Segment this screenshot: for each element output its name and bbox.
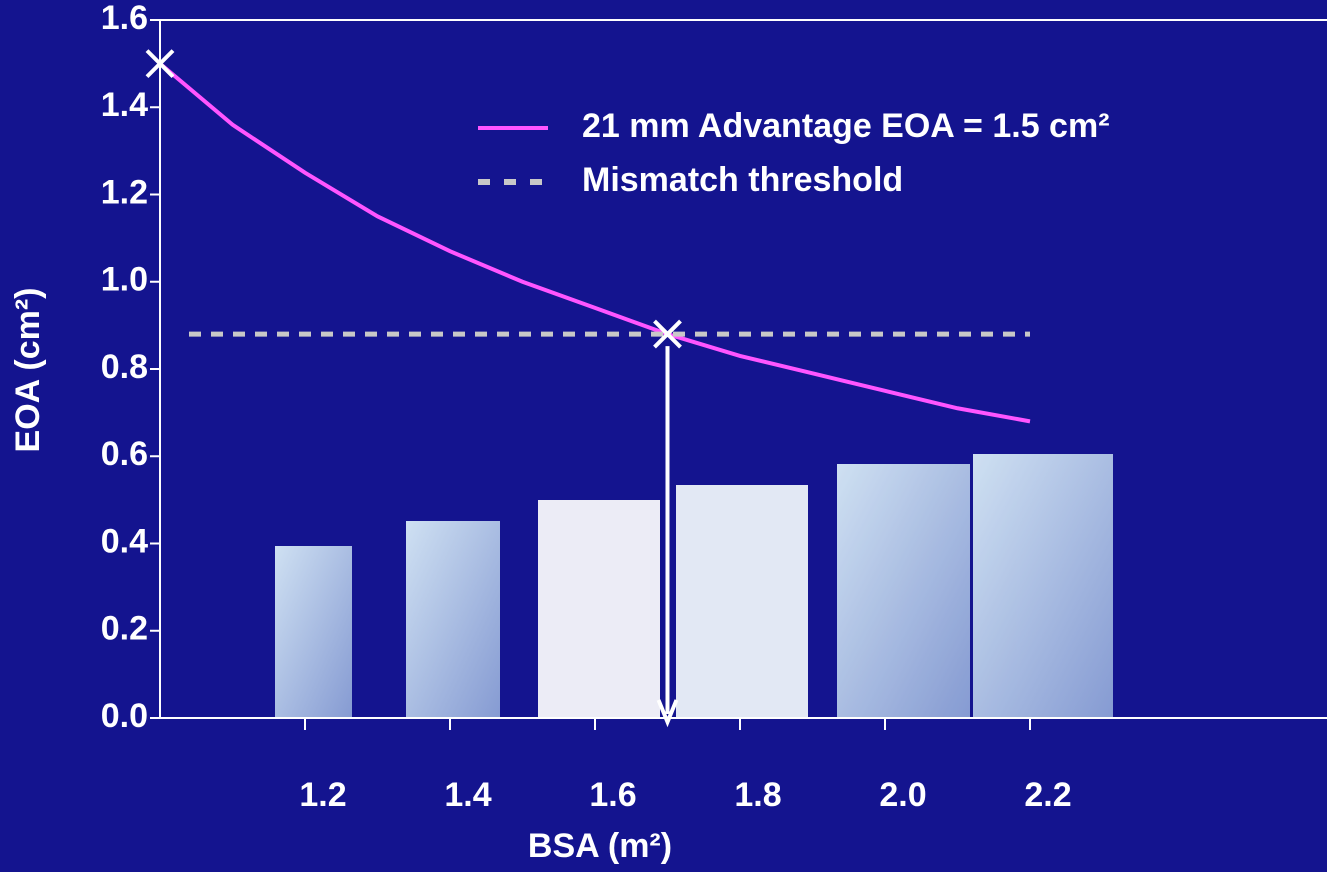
y-tick-label: 1.4 bbox=[101, 86, 148, 124]
x-tick-label: 1.2 bbox=[299, 776, 346, 814]
figure-image bbox=[406, 521, 500, 719]
x-tick-label: 1.8 bbox=[734, 776, 781, 814]
body-figures bbox=[275, 454, 1113, 719]
y-tick-label: 0.0 bbox=[101, 697, 148, 735]
figure-image bbox=[538, 500, 660, 719]
x-tick-label: 2.0 bbox=[879, 776, 926, 814]
figure-image bbox=[837, 464, 970, 719]
y-axis-label: EOA (cm²) bbox=[9, 288, 47, 453]
x-axis-label: BSA (m²) bbox=[528, 827, 672, 865]
x-tick-label: 1.6 bbox=[589, 776, 636, 814]
y-tick-label: 0.2 bbox=[101, 610, 148, 648]
x-tick-label: 1.4 bbox=[444, 776, 491, 814]
arrow bbox=[659, 346, 677, 722]
y-tick-label: 1.0 bbox=[101, 261, 148, 299]
x-tick-label: 2.2 bbox=[1024, 776, 1071, 814]
figure-image bbox=[676, 485, 808, 719]
y-tick-label: 1.6 bbox=[101, 0, 148, 37]
figure-image bbox=[275, 546, 352, 719]
figure-image bbox=[973, 454, 1113, 719]
y-tick-label: 0.8 bbox=[101, 348, 148, 386]
page: EOA (cm²) BSA (m²) 0.0 0.2 0.4 0.6 0.8 1.0 1.2… bbox=[0, 0, 1327, 872]
y-tick-label: 0.4 bbox=[101, 522, 148, 560]
chart: EOA (cm²) BSA (m²) 0.0 0.2 0.4 0.6 0.8 1.0 1.2… bbox=[0, 0, 1327, 872]
legend-label: 21 mm Advantage EOA = 1.5 cm² bbox=[582, 107, 1110, 145]
y-tick-label: 1.2 bbox=[101, 173, 148, 211]
y-tick-label: 0.6 bbox=[101, 435, 148, 473]
legend-label: Mismatch threshold bbox=[582, 161, 903, 199]
